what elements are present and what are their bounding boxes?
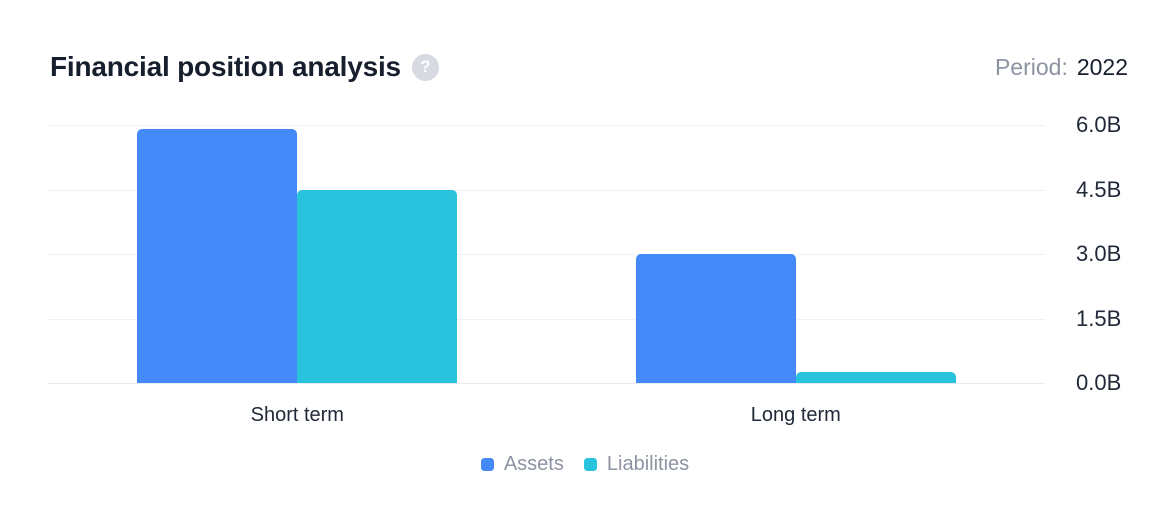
- legend-swatch-icon: [583, 457, 597, 471]
- y-axis-tick-label: 4.5B: [1076, 176, 1122, 202]
- question-mark-glyph: ?: [420, 57, 431, 76]
- legend-item-liabilities[interactable]: Liabilities: [583, 452, 690, 476]
- x-axis-category-label: Long term: [750, 404, 841, 426]
- plot-area: [48, 125, 1045, 384]
- legend-label: Liabilities: [606, 452, 690, 475]
- bar-assets-short-term[interactable]: [137, 129, 298, 383]
- y-axis-tick-label: 6.0B: [1076, 112, 1122, 137]
- gridline: [48, 318, 1045, 320]
- title-row: Financial position analysis ?: [50, 50, 439, 84]
- widget-header: Financial position analysis ? Period: 20…: [50, 50, 1128, 84]
- y-axis-tick-label: 0.0B: [1076, 370, 1122, 395]
- help-icon[interactable]: ?: [411, 53, 439, 81]
- legend-label: Assets: [503, 452, 564, 475]
- bar-liabilities-short-term[interactable]: [297, 189, 458, 383]
- page-title: Financial position analysis: [50, 51, 401, 82]
- y-axis-tick-label: 3.0B: [1076, 241, 1122, 266]
- bar-assets-long-term[interactable]: [635, 254, 796, 383]
- gridline: [48, 189, 1045, 191]
- gridline: [48, 254, 1045, 255]
- legend-swatch-icon: [480, 457, 494, 471]
- period-display: Period: 2022: [995, 53, 1128, 81]
- y-axis-tick-label: 1.5B: [1076, 305, 1122, 331]
- legend-item-assets[interactable]: Assets: [480, 452, 564, 476]
- legend: Assets Liabilities: [0, 450, 1170, 478]
- x-axis-category-label: Short term: [250, 404, 344, 426]
- gridline: [48, 383, 1045, 384]
- period-value: 2022: [1076, 54, 1128, 80]
- period-label: Period:: [994, 54, 1068, 80]
- gridline: [48, 125, 1045, 126]
- bar-liabilities-long-term[interactable]: [795, 372, 956, 383]
